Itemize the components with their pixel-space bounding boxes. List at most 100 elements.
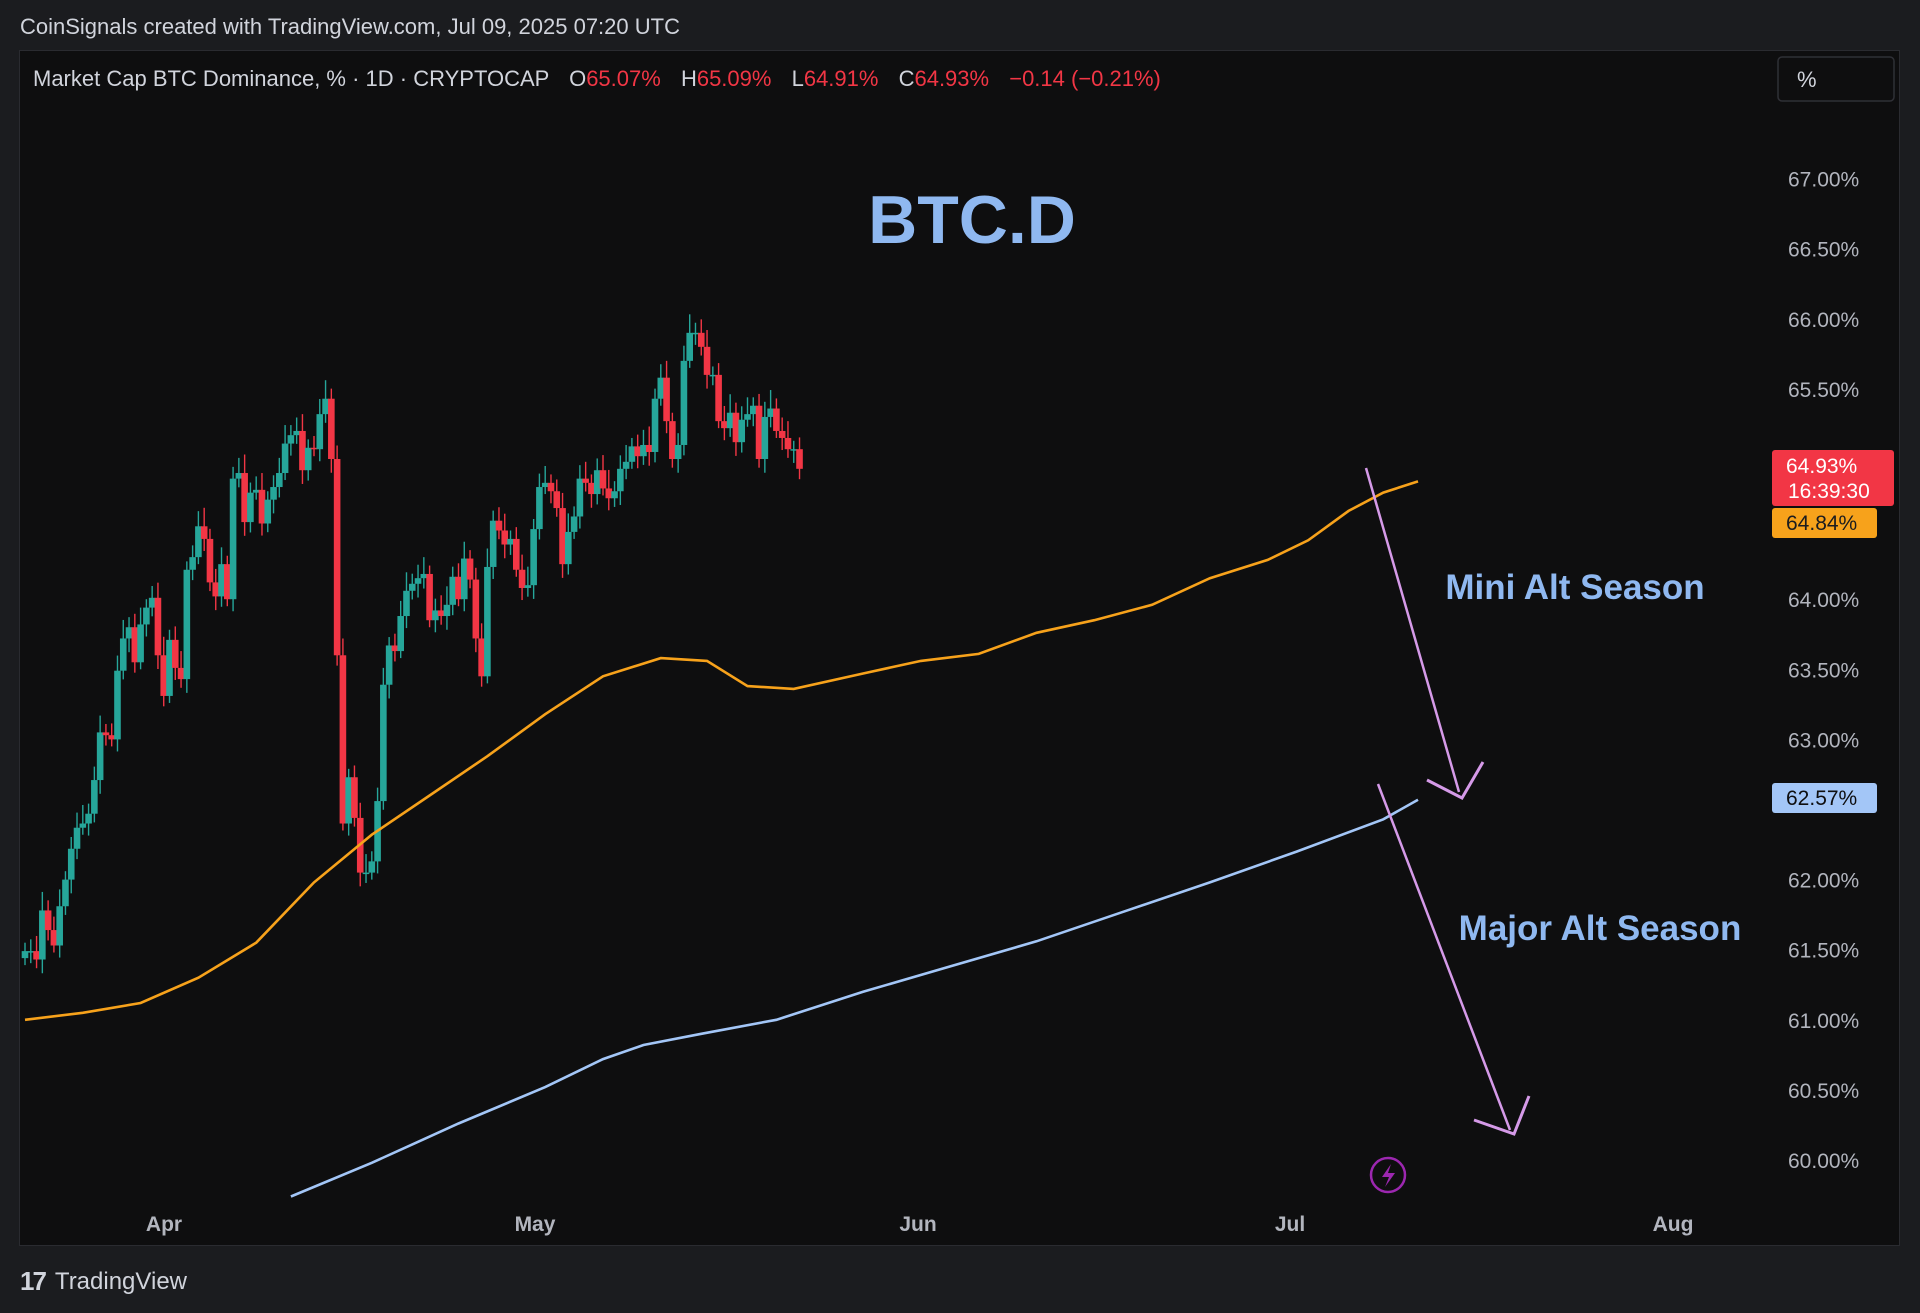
x-axis-tick-label: Jul bbox=[1275, 1213, 1305, 1236]
candle bbox=[709, 374, 717, 377]
candle bbox=[588, 482, 595, 495]
candle bbox=[674, 444, 682, 459]
annotation-arrows bbox=[1364, 467, 1531, 1136]
candle bbox=[796, 449, 803, 469]
candle bbox=[432, 610, 439, 621]
candle bbox=[489, 520, 497, 567]
y-axis-tick-label: 61.50% bbox=[1788, 940, 1859, 963]
candle bbox=[229, 478, 237, 600]
candle bbox=[403, 590, 410, 617]
candle bbox=[628, 446, 636, 462]
candle bbox=[570, 516, 578, 532]
scale-percent-button[interactable]: % bbox=[1777, 56, 1895, 102]
ma-orange-line bbox=[24, 480, 1419, 1022]
candle bbox=[39, 910, 46, 960]
candle bbox=[420, 573, 428, 579]
price-tag-countdown: 16:39:30 bbox=[1788, 480, 1870, 503]
candle bbox=[513, 538, 520, 570]
candle bbox=[663, 377, 670, 422]
candle bbox=[143, 607, 150, 625]
y-axis-tick-label: 66.00% bbox=[1788, 309, 1859, 332]
open-value: 65.07% bbox=[586, 66, 661, 91]
candle bbox=[241, 473, 248, 523]
candle bbox=[27, 951, 35, 953]
candle bbox=[85, 813, 92, 824]
annotation-title: BTC.D bbox=[868, 182, 1076, 258]
candle bbox=[177, 667, 185, 680]
candle bbox=[657, 377, 665, 399]
candle bbox=[553, 491, 561, 509]
x-axis-tick-label: Jun bbox=[899, 1213, 936, 1236]
candle bbox=[755, 405, 763, 459]
candle bbox=[634, 446, 641, 457]
candle bbox=[160, 655, 168, 696]
candle bbox=[669, 421, 676, 459]
candle bbox=[565, 531, 572, 565]
candle bbox=[408, 583, 416, 591]
y-axis-tick-label: 60.00% bbox=[1788, 1150, 1859, 1173]
candle bbox=[137, 624, 144, 663]
price-tag-ma-orange: 64.84% bbox=[1772, 508, 1877, 538]
candle bbox=[114, 670, 121, 740]
price-tag-ma-blue-value: 62.57% bbox=[1786, 787, 1857, 810]
candle bbox=[617, 468, 624, 492]
candle bbox=[484, 566, 491, 677]
candle bbox=[686, 332, 693, 361]
candle bbox=[96, 732, 104, 781]
y-axis-tick-label: 66.50% bbox=[1788, 239, 1859, 262]
candle bbox=[478, 638, 485, 677]
candle bbox=[351, 777, 358, 818]
candle bbox=[680, 360, 688, 445]
candle bbox=[287, 435, 295, 444]
candle bbox=[56, 906, 63, 946]
candle bbox=[495, 520, 503, 531]
arrowhead-major-alt-season bbox=[1473, 1095, 1531, 1136]
scale-percent-label: % bbox=[1797, 67, 1817, 92]
change-value: −0.14 (−0.21%) bbox=[1009, 66, 1161, 91]
candle bbox=[790, 449, 798, 451]
candle bbox=[293, 430, 300, 436]
candle bbox=[21, 951, 29, 959]
candle bbox=[171, 639, 179, 668]
candle bbox=[651, 398, 659, 452]
replay-icon[interactable] bbox=[1369, 1156, 1407, 1194]
candle bbox=[697, 332, 705, 347]
candle bbox=[328, 398, 335, 459]
candle bbox=[264, 499, 272, 524]
candle bbox=[189, 557, 196, 570]
candle bbox=[33, 951, 40, 960]
candle bbox=[154, 597, 162, 656]
candle bbox=[62, 879, 69, 907]
candle bbox=[166, 639, 173, 696]
tradingview-logo-icon: 17 bbox=[20, 1266, 47, 1296]
candle bbox=[310, 447, 318, 450]
chart-frame[interactable] bbox=[19, 50, 1900, 1246]
candle bbox=[148, 597, 156, 608]
candle bbox=[195, 526, 202, 558]
candle bbox=[576, 478, 584, 517]
footer-brand[interactable]: 17 TradingView bbox=[20, 1266, 187, 1297]
footer-brand-label: TradingView bbox=[54, 1267, 187, 1295]
candle bbox=[582, 478, 589, 483]
candle bbox=[252, 489, 260, 493]
candle bbox=[119, 638, 127, 671]
price-tag-last: 64.93% 16:39:30 bbox=[1772, 450, 1894, 506]
y-axis-tick-label: 61.00% bbox=[1788, 1010, 1859, 1033]
candle bbox=[304, 447, 312, 471]
open-label: O bbox=[569, 66, 586, 91]
annotation-major-alt-season: Major Alt Season bbox=[1459, 909, 1742, 948]
candle bbox=[50, 930, 58, 946]
candle bbox=[224, 564, 231, 600]
candle bbox=[518, 569, 526, 588]
close-label: C bbox=[899, 66, 915, 91]
candle bbox=[368, 861, 376, 873]
candle bbox=[449, 576, 457, 605]
y-axis-tick-label: 63.50% bbox=[1788, 659, 1859, 682]
candle bbox=[749, 405, 757, 415]
candle bbox=[276, 473, 283, 488]
candle bbox=[362, 872, 370, 875]
annotation-mini-alt-season: Mini Alt Season bbox=[1445, 568, 1704, 607]
candle bbox=[235, 473, 243, 479]
candle bbox=[339, 655, 347, 824]
